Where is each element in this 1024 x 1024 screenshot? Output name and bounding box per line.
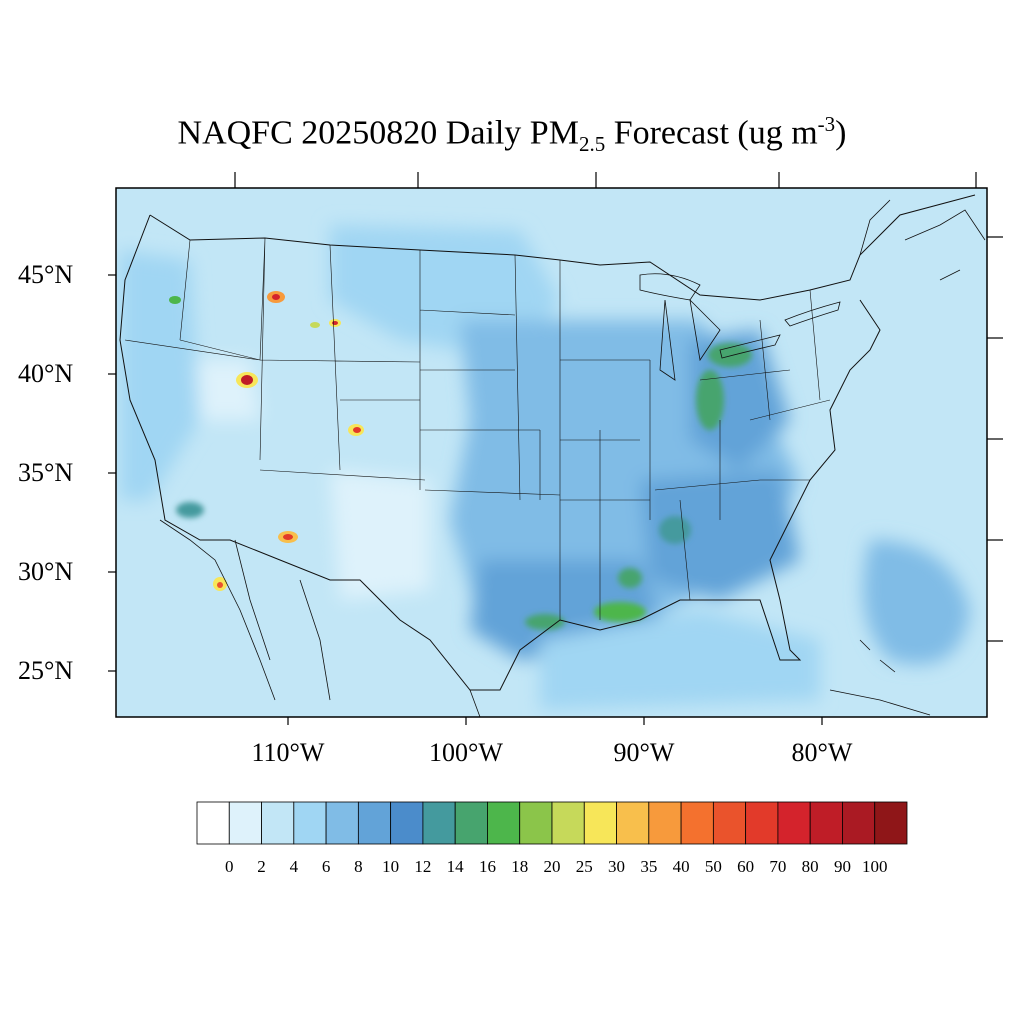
title-prefix: NAQFC 20250820 Daily PM bbox=[177, 114, 579, 152]
region-pacific-coast bbox=[120, 250, 200, 500]
colorbar-box bbox=[583, 801, 617, 845]
colorbar-box bbox=[551, 801, 585, 845]
lat-label-25: 25°N bbox=[18, 656, 74, 685]
colorbar-box bbox=[680, 801, 714, 845]
colorbar-tick-label: 18 bbox=[511, 857, 529, 876]
colorbar-tick-label: 12 bbox=[414, 857, 432, 876]
boundaries bbox=[119, 194, 986, 717]
pm25-field bbox=[116, 188, 987, 717]
colorbar-tick-label: 8 bbox=[354, 857, 363, 876]
colorbar bbox=[196, 801, 908, 845]
colorbar-tick-label: 10 bbox=[382, 857, 400, 876]
colorbar-box bbox=[519, 801, 553, 845]
colorbar-box bbox=[809, 801, 843, 845]
lon-label-110w: 110°W bbox=[251, 738, 325, 767]
colorbar-tick-label: 100 bbox=[861, 857, 888, 876]
colorbar-box bbox=[777, 801, 811, 845]
region-nevada-clean bbox=[190, 360, 260, 420]
colorbar-box bbox=[616, 801, 650, 845]
state-lines bbox=[124, 237, 831, 620]
region-atlantic-eddy bbox=[863, 540, 970, 665]
colorbar-box bbox=[454, 801, 488, 845]
canada-coast bbox=[859, 199, 986, 281]
map-frame bbox=[115, 187, 988, 718]
hotspot-oregon bbox=[169, 296, 181, 304]
patch-indiana bbox=[696, 370, 724, 430]
colorbar-tick-label: 40 bbox=[672, 857, 690, 876]
patch-mississippi bbox=[618, 568, 642, 588]
lon-label-100w: 100°W bbox=[429, 738, 503, 767]
colorbar-tick-label: 16 bbox=[478, 857, 496, 876]
colorbar-tick-label: 0 bbox=[225, 857, 234, 876]
great-lakes bbox=[639, 273, 841, 381]
mexico-coast bbox=[159, 519, 481, 717]
colorbar-box bbox=[293, 801, 327, 845]
colorbar-box bbox=[196, 801, 230, 845]
colorbar-tick-label: 35 bbox=[640, 857, 658, 876]
colorbar-tick-label: 25 bbox=[575, 857, 593, 876]
colorbar-tick-label: 6 bbox=[321, 857, 331, 876]
lat-label-30: 30°N bbox=[18, 557, 74, 586]
title-superscript: -3 bbox=[817, 112, 836, 136]
colorbar-box bbox=[357, 801, 392, 845]
region-southwest-clean bbox=[330, 470, 430, 600]
patch-louisiana bbox=[594, 602, 646, 622]
cuba-bahamas bbox=[829, 639, 931, 716]
patch-alabama bbox=[659, 516, 691, 544]
colorbar-box bbox=[228, 801, 262, 845]
patch-arizona-south bbox=[176, 502, 204, 518]
us-outline bbox=[119, 194, 976, 691]
colorbar-tick-label: 90 bbox=[833, 857, 851, 876]
fire-hotspots bbox=[169, 291, 364, 591]
colorbar-box bbox=[261, 801, 295, 845]
colorbar-box bbox=[648, 801, 682, 845]
lat-label-40: 40°N bbox=[18, 359, 74, 388]
map-title: NAQFC 20250820 Daily PM2.5 Forecast (ug … bbox=[0, 112, 1024, 157]
lon-label-80w: 80°W bbox=[791, 738, 853, 767]
colorbar-tick-label: 30 bbox=[608, 857, 626, 876]
colorbar-tick-label: 2 bbox=[257, 857, 266, 876]
colorbar-box bbox=[390, 801, 424, 845]
title-subscript: 2.5 bbox=[578, 132, 606, 157]
colorbar-box bbox=[874, 801, 908, 845]
tick-marks bbox=[108, 172, 1003, 725]
title-mid: Forecast (ug m bbox=[605, 114, 818, 152]
colorbar-box bbox=[842, 801, 876, 845]
colorbar-tick-label: 50 bbox=[704, 857, 722, 876]
hotspot-montana bbox=[310, 322, 320, 328]
colorbar-box bbox=[422, 801, 456, 845]
lat-label-35: 35°N bbox=[18, 458, 74, 487]
colorbar-tick-label: 14 bbox=[446, 857, 464, 876]
patch-ohio bbox=[708, 343, 752, 367]
title-suffix: ) bbox=[835, 114, 847, 152]
colorbar-tick-label: 60 bbox=[737, 857, 755, 876]
lat-label-45: 45°N bbox=[18, 260, 74, 289]
colorbar-box bbox=[325, 801, 359, 845]
colorbar-box bbox=[712, 801, 747, 845]
colorbar-tick-label: 4 bbox=[289, 857, 299, 876]
region-ohio-valley bbox=[690, 330, 790, 470]
colorbar-tick-label: 80 bbox=[801, 857, 819, 876]
colorbar-tick-label: 20 bbox=[543, 857, 561, 876]
lon-label-90w: 90°W bbox=[613, 738, 675, 767]
region-gulf-of-mexico bbox=[540, 610, 820, 710]
colorbar-tick-label: 70 bbox=[769, 857, 787, 876]
colorbar-box bbox=[745, 801, 779, 845]
colorbar-box bbox=[487, 801, 521, 845]
concentration-patches bbox=[176, 343, 752, 630]
patch-texas-coast bbox=[525, 614, 565, 630]
